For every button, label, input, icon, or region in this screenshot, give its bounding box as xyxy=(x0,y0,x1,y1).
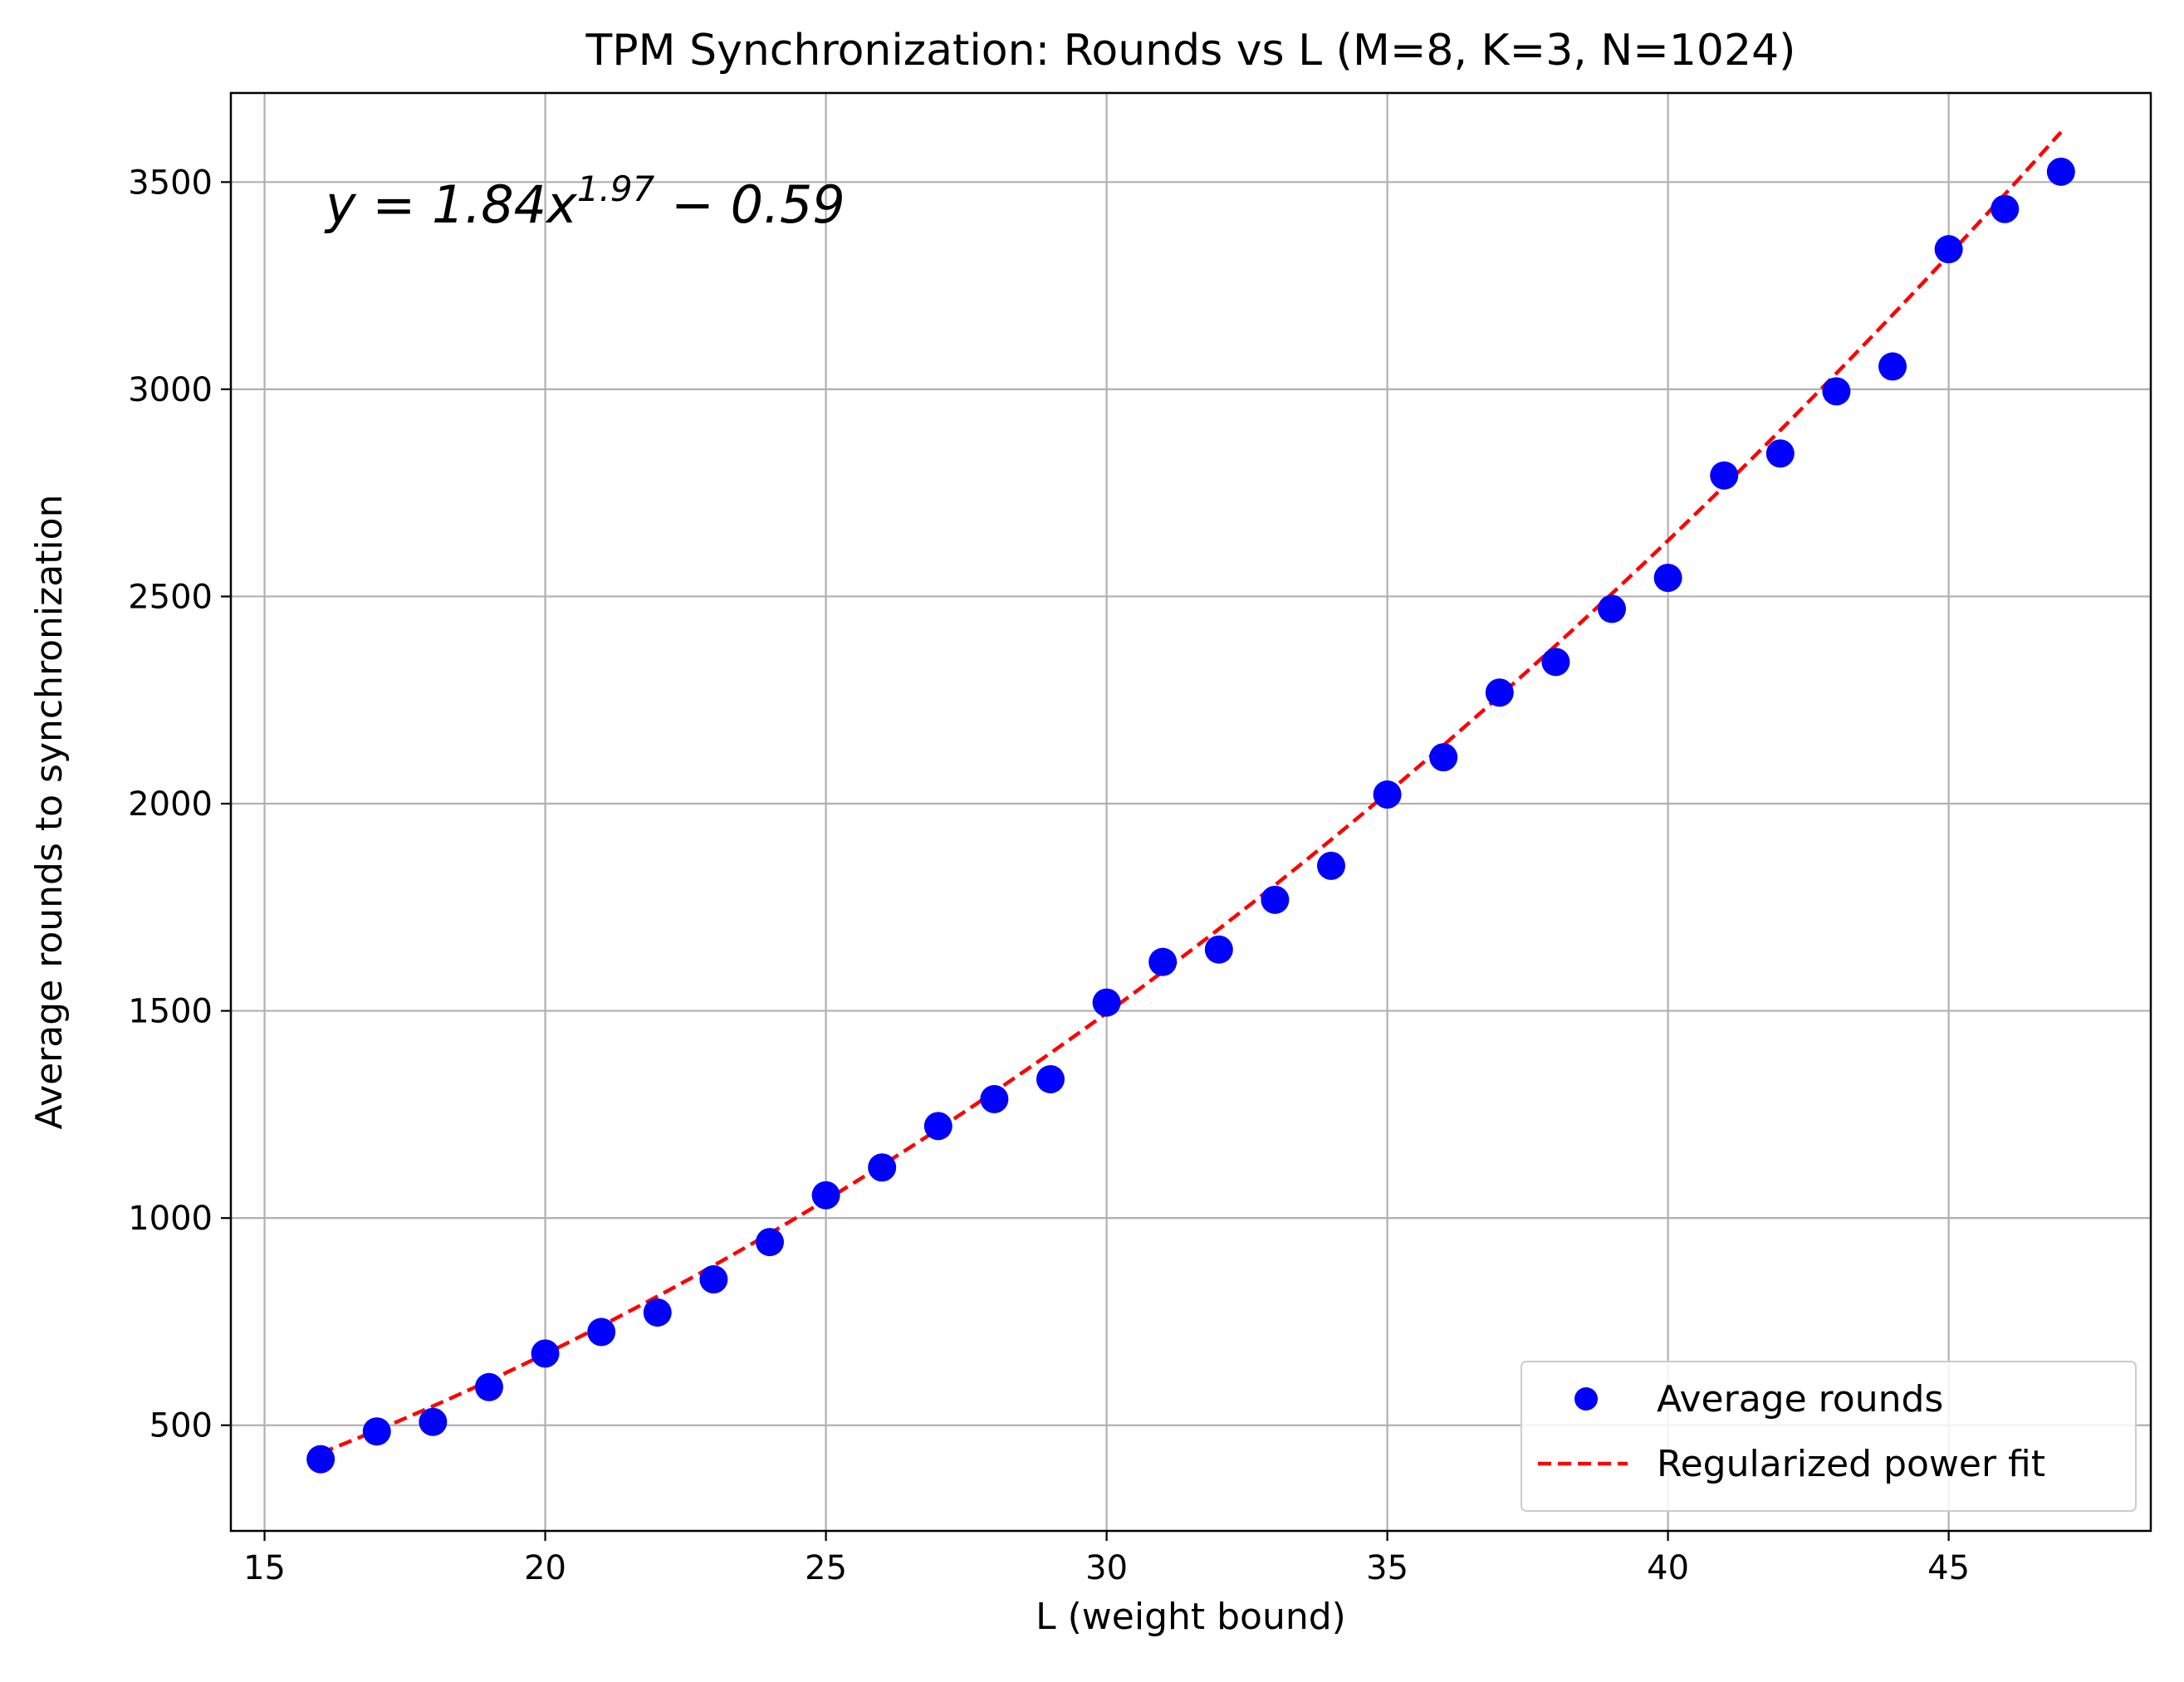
data-point xyxy=(1710,461,1739,490)
data-point xyxy=(980,1084,1009,1113)
data-point xyxy=(1991,194,2020,223)
data-point xyxy=(1878,352,1907,381)
x-axis-label: L (weight bound) xyxy=(1036,1596,1346,1638)
data-point xyxy=(1036,1064,1065,1093)
y-axis-label: Average rounds to synchronization xyxy=(28,495,71,1130)
legend-marker-average-rounds xyxy=(1574,1387,1598,1411)
data-point xyxy=(362,1417,391,1446)
data-point xyxy=(1485,678,1514,707)
data-point xyxy=(811,1181,840,1210)
y-tick-label: 1000 xyxy=(128,1200,213,1238)
x-tick-label: 25 xyxy=(805,1549,847,1587)
legend: Average rounds Regularized power fit xyxy=(1520,1361,2137,1512)
y-tick-label: 2000 xyxy=(128,785,213,824)
data-point xyxy=(2046,157,2075,186)
data-point xyxy=(1653,563,1682,592)
data-point xyxy=(1541,648,1570,677)
legend-box xyxy=(1520,1361,2137,1512)
data-point xyxy=(1092,988,1121,1017)
data-point xyxy=(1598,594,1627,623)
data-point xyxy=(1765,439,1795,468)
data-point xyxy=(1822,377,1851,406)
chart-title: TPM Synchronization: Rounds vs L (M=8, K… xyxy=(585,26,1796,76)
data-point xyxy=(1429,743,1458,772)
data-point xyxy=(1934,235,1963,264)
legend-label-average-rounds: Average rounds xyxy=(1657,1378,1943,1420)
plot-frame xyxy=(229,91,2152,1533)
y-tick-label: 3000 xyxy=(128,371,213,409)
y-tick-label: 1500 xyxy=(128,993,213,1031)
x-tick-label: 30 xyxy=(1085,1549,1128,1587)
x-tick-label: 40 xyxy=(1647,1549,1689,1587)
x-tick-label: 20 xyxy=(524,1549,566,1587)
data-point xyxy=(587,1318,616,1347)
data-point xyxy=(699,1265,728,1294)
data-point xyxy=(755,1228,784,1257)
y-tick-label: 2500 xyxy=(128,578,213,616)
legend-label-power-fit: Regularized power fit xyxy=(1657,1443,2045,1485)
data-point xyxy=(643,1298,672,1327)
fit-equation-annotation: y = 1.84x1.97 − 0.59 xyxy=(324,169,845,235)
x-tick-label: 15 xyxy=(243,1549,286,1587)
y-tick-label: 500 xyxy=(149,1407,213,1445)
x-tick-label: 35 xyxy=(1366,1549,1408,1587)
data-point xyxy=(1148,947,1178,976)
data-point xyxy=(868,1153,897,1182)
data-point xyxy=(923,1112,952,1141)
data-point xyxy=(531,1339,560,1368)
data-point xyxy=(1204,935,1233,964)
data-point xyxy=(1373,780,1402,809)
y-tick-label: 3500 xyxy=(128,164,213,202)
data-point xyxy=(474,1372,503,1401)
data-point xyxy=(1261,885,1290,914)
x-tick-label: 45 xyxy=(1927,1549,1970,1587)
power-fit-line xyxy=(320,130,2063,1455)
data-point xyxy=(419,1407,448,1436)
data-point xyxy=(1317,851,1346,880)
data-point xyxy=(306,1445,335,1474)
